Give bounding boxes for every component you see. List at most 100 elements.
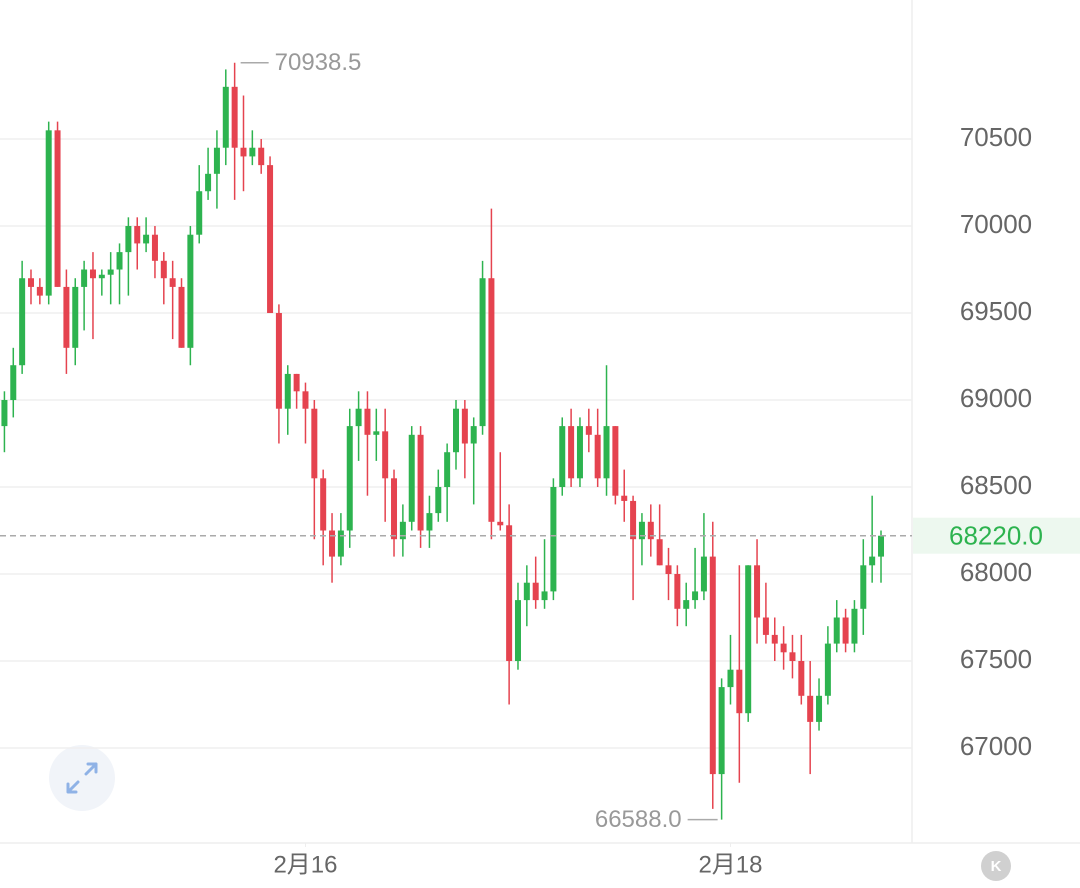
candle-body bbox=[240, 147, 247, 157]
candle-body bbox=[647, 521, 654, 540]
candle-body bbox=[36, 286, 43, 296]
candle-body bbox=[45, 130, 52, 296]
candle-body bbox=[160, 260, 167, 279]
candle-body bbox=[196, 191, 203, 235]
candle-body bbox=[178, 286, 185, 348]
candle-body bbox=[275, 313, 282, 409]
candle-body bbox=[727, 669, 734, 688]
candle-body bbox=[19, 278, 26, 366]
candle-body bbox=[453, 408, 459, 453]
candle-body bbox=[54, 130, 61, 287]
candle-body bbox=[700, 556, 707, 592]
candle-body bbox=[541, 591, 548, 601]
y-tick-label: 68000 bbox=[960, 557, 1032, 587]
candle-body bbox=[417, 434, 424, 531]
candle-body bbox=[479, 278, 486, 427]
candle-body bbox=[81, 269, 88, 287]
candle-body bbox=[134, 226, 141, 244]
max-label: 70938.5 bbox=[275, 49, 362, 76]
candle-body bbox=[824, 643, 831, 696]
candle-body bbox=[346, 426, 353, 531]
candle-body bbox=[107, 269, 114, 275]
candle-body bbox=[762, 617, 769, 635]
candle-body bbox=[798, 661, 805, 696]
candle-body bbox=[169, 278, 176, 287]
y-tick-label: 67000 bbox=[960, 731, 1032, 761]
expand-button-bg[interactable] bbox=[49, 745, 115, 811]
candle-body bbox=[559, 426, 566, 488]
candle-body bbox=[284, 373, 291, 409]
candle-body bbox=[98, 274, 105, 279]
candle-body bbox=[506, 525, 513, 662]
candle-body bbox=[789, 652, 796, 662]
candle-body bbox=[205, 173, 212, 192]
candle-body bbox=[638, 521, 645, 540]
y-tick-label: 69500 bbox=[960, 296, 1032, 326]
candle-body bbox=[320, 478, 327, 531]
candle-body bbox=[435, 487, 442, 514]
candle-body bbox=[550, 487, 557, 592]
candle-body bbox=[878, 535, 885, 557]
candle-body bbox=[497, 521, 504, 526]
candle-body bbox=[869, 556, 876, 566]
candle-body bbox=[630, 500, 637, 540]
candle-body bbox=[692, 591, 699, 601]
candle-body bbox=[532, 582, 539, 601]
candle-body bbox=[364, 408, 371, 435]
k-button-label[interactable]: K bbox=[991, 858, 1002, 875]
candle-body bbox=[426, 513, 433, 531]
candle-body bbox=[683, 600, 690, 609]
candle-body bbox=[382, 431, 389, 479]
candle-body bbox=[488, 278, 495, 522]
y-tick-label: 70000 bbox=[960, 209, 1032, 239]
candle-body bbox=[187, 234, 194, 348]
candle-body bbox=[249, 147, 256, 157]
candle-body bbox=[568, 426, 575, 479]
x-tick-label: 2月18 bbox=[698, 851, 762, 878]
candle-body bbox=[302, 391, 309, 409]
last-price-label: 68220.0 bbox=[949, 521, 1043, 551]
candle-body bbox=[842, 617, 849, 644]
candle-body bbox=[10, 365, 17, 401]
candle-body bbox=[444, 452, 451, 488]
candle-body bbox=[576, 426, 583, 479]
candle-body bbox=[89, 269, 96, 279]
expand-button[interactable] bbox=[49, 745, 115, 811]
candle-body bbox=[1, 400, 8, 427]
candle-body bbox=[514, 600, 521, 662]
candle-body bbox=[665, 565, 672, 575]
k-button[interactable]: K bbox=[981, 851, 1011, 881]
candle-body bbox=[373, 431, 380, 435]
candle-body bbox=[311, 408, 318, 479]
y-tick-label: 67500 bbox=[960, 644, 1032, 674]
candle-body bbox=[72, 286, 79, 348]
min-label: 66588.0 bbox=[595, 806, 682, 833]
candle-body bbox=[213, 147, 220, 174]
candle-body bbox=[745, 565, 752, 714]
candle-body bbox=[125, 226, 132, 253]
candle-body bbox=[860, 565, 867, 609]
y-tick-label: 68500 bbox=[960, 470, 1032, 500]
candle-body bbox=[222, 86, 229, 148]
expand-icon[interactable] bbox=[66, 762, 98, 794]
candle-body bbox=[27, 278, 34, 287]
x-tick-label: 2月16 bbox=[273, 851, 337, 878]
candle-body bbox=[851, 608, 858, 644]
candle-body bbox=[523, 582, 530, 601]
candle-body bbox=[337, 530, 344, 557]
candle-body bbox=[736, 669, 743, 714]
candle-body bbox=[391, 478, 398, 540]
candle-body bbox=[807, 695, 814, 722]
candle-body bbox=[470, 426, 477, 444]
y-tick-label: 70500 bbox=[960, 122, 1032, 152]
candle-body bbox=[461, 408, 468, 444]
candle-body bbox=[771, 634, 778, 644]
candle-body bbox=[674, 574, 681, 609]
candle-body bbox=[143, 234, 150, 244]
k-button-bg[interactable] bbox=[981, 851, 1011, 881]
candle-body bbox=[780, 643, 787, 653]
candle-body bbox=[754, 565, 761, 618]
candle-body bbox=[329, 530, 336, 557]
